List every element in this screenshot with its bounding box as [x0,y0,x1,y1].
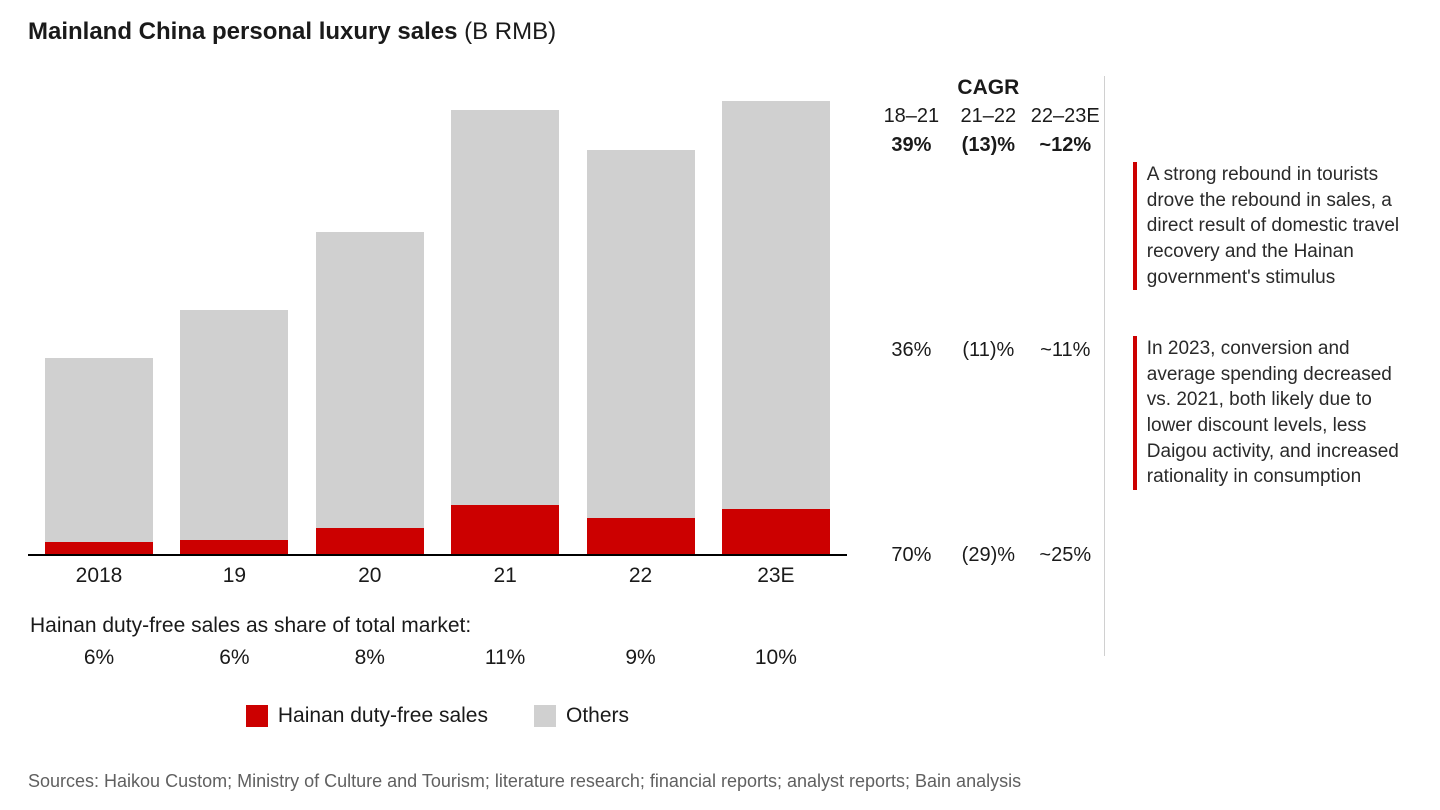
share-value: 6% [175,646,293,670]
cagr-value: 36% [873,336,950,365]
bar-slot [40,76,158,554]
cagr-period-label: 22–23E [1027,102,1104,131]
legend-swatch [246,705,268,727]
bar-stack [451,110,559,554]
bar-stack [722,101,830,554]
x-axis-label: 19 [175,564,293,588]
note-callout: A strong rebound in tourists drove the r… [1133,162,1412,290]
legend-item: Hainan duty-free sales [246,704,488,728]
cagr-period-label: 21–22 [950,102,1027,131]
x-axis-label: 2018 [40,564,158,588]
share-value: 11% [446,646,564,670]
bar-segment-hainan [45,542,153,554]
bar-slot [582,76,700,554]
share-values-row: 6% 6% 8% 11% 9% 10% [28,646,847,670]
bar-segment-hainan [451,505,559,554]
cagr-value: (29)% [950,541,1027,570]
legend-swatch [534,705,556,727]
share-value: 8% [311,646,429,670]
cagr-value: ~11% [1027,336,1104,365]
bar-stack [45,358,153,554]
bar-segment-hainan [316,528,424,554]
cagr-value: (13)% [950,131,1027,160]
cagr-value: ~25% [1027,541,1104,570]
chart-title: Mainland China personal luxury sales (B … [28,18,1412,46]
legend-label: Others [566,704,629,728]
cagr-value: (11)% [950,336,1027,365]
bar-segment-others [180,310,288,539]
cagr-value-row: 39%(13)%~12% [873,131,1104,160]
note-callout: In 2023, conversion and average spending… [1133,336,1412,490]
title-unit: (B RMB) [457,18,556,45]
title-bold: Mainland China personal luxury sales [28,18,457,45]
bar-stack [180,310,288,554]
x-axis-label: 22 [582,564,700,588]
cagr-column: CAGR 18–2121–2222–23E39%(13)%~12%36%(11)… [847,76,1104,570]
cagr-value-row: 36%(11)%~11% [873,336,1104,365]
bar-segment-others [451,110,559,506]
x-axis-label: 20 [311,564,429,588]
bar-segment-others [587,150,695,518]
cagr-period-label: 18–21 [873,102,950,131]
bar-stack [587,150,695,554]
cagr-value: ~12% [1027,131,1104,160]
bar-slot [717,76,835,554]
cagr-value: 39% [873,131,950,160]
x-axis-label: 21 [446,564,564,588]
x-axis-label: 23E [717,564,835,588]
bar-segment-hainan [587,518,695,554]
main-layout: 2018 19 20 21 22 23E Hainan duty-free sales a… [28,76,1412,728]
bar-segment-hainan [722,509,830,554]
cagr-table: 18–2121–2222–23E39%(13)%~12%36%(11)%~11%… [873,102,1104,570]
bar-segment-others [722,101,830,509]
share-value: 10% [717,646,835,670]
cagr-period-row: 18–2121–2222–23E [873,102,1104,131]
cagr-value-row: 70%(29)%~25% [873,541,1104,570]
bar-slot [175,76,293,554]
bar-slot [311,76,429,554]
legend-label: Hainan duty-free sales [278,704,488,728]
notes-column: A strong rebound in tourists drove the r… [1104,76,1412,656]
share-value: 6% [40,646,158,670]
legend: Hainan duty-free sales Others [28,704,847,728]
bar-segment-others [316,232,424,528]
chart-column: 2018 19 20 21 22 23E Hainan duty-free sales a… [28,76,847,728]
cagr-value: 70% [873,541,950,570]
bar-segment-others [45,358,153,542]
bar-segment-hainan [180,540,288,554]
bar-plot [28,76,847,556]
sources-footnote: Sources: Haikou Custom; Ministry of Cult… [28,771,1021,792]
legend-item: Others [534,704,629,728]
share-label: Hainan duty-free sales as share of total… [30,614,847,638]
bar-stack [316,232,424,554]
cagr-header: CAGR [873,76,1104,100]
bar-slot [446,76,564,554]
x-axis-labels: 2018 19 20 21 22 23E [28,564,847,588]
share-value: 9% [582,646,700,670]
